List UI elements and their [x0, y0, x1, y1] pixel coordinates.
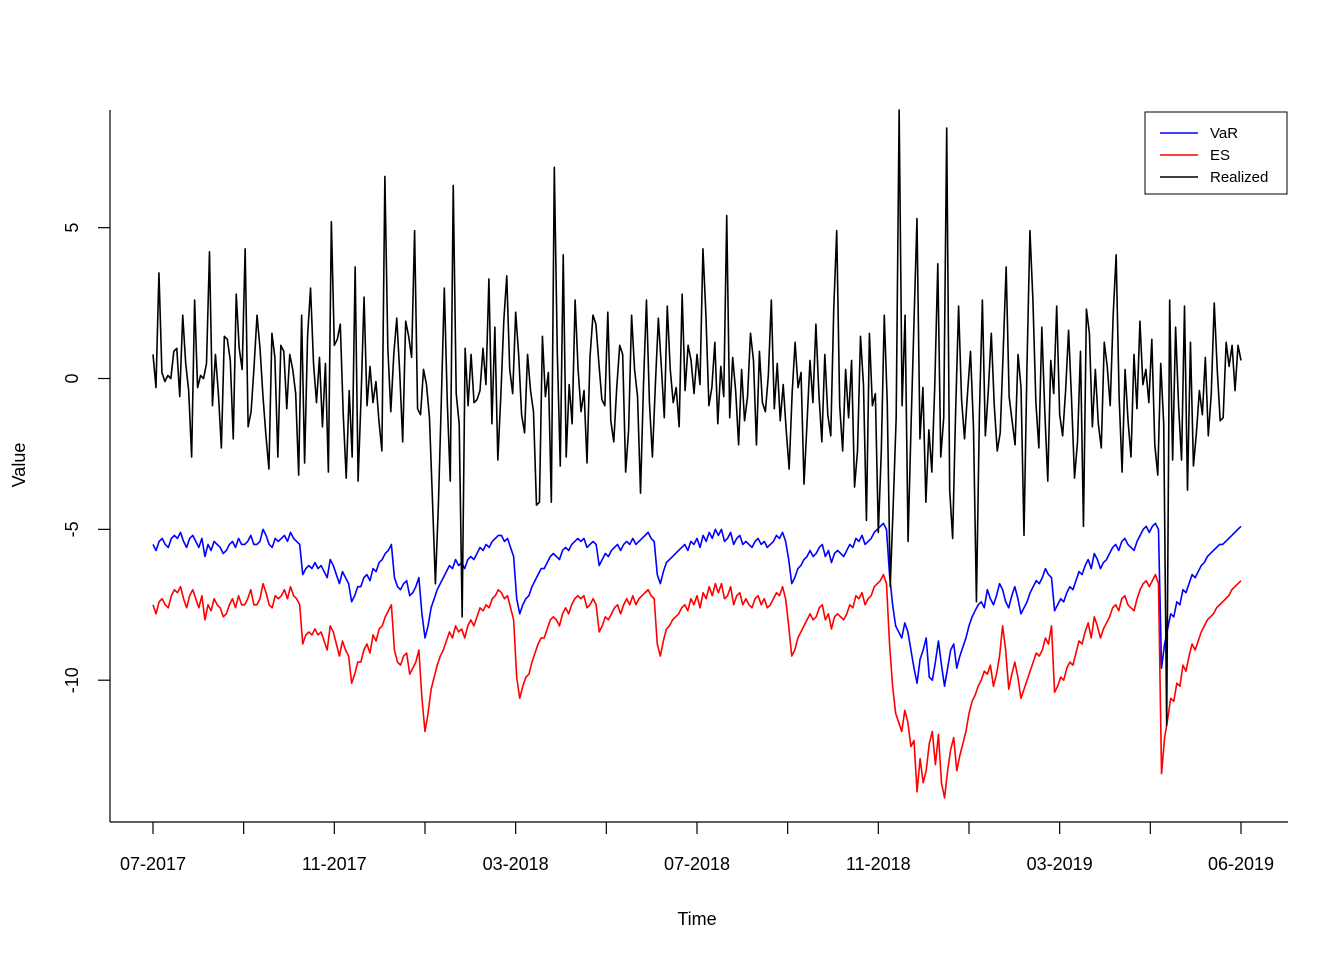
- series-line-es: [152, 573, 1242, 799]
- y-axis-label: Value: [9, 443, 29, 488]
- axes: 07-2017 11-2017 03-2018 07-2018 11-2018 03-20…: [62, 110, 1288, 874]
- x-tick-label: 11-2018: [846, 854, 911, 874]
- y-tick-label: 5: [62, 223, 82, 233]
- x-tick-label: 03-2019: [1027, 854, 1093, 874]
- x-tick-label: 03-2018: [483, 854, 549, 874]
- x-tick-label: 07-2017: [120, 854, 186, 874]
- legend: VaR ES Realized: [1144, 111, 1288, 195]
- series-line-var: [152, 522, 1242, 688]
- x-tick-label: 07-2018: [664, 854, 730, 874]
- x-axis-ticks: 07-2017 11-2017 03-2018 07-2018 11-2018 03-20…: [120, 822, 1274, 874]
- y-tick-label: -5: [62, 521, 82, 537]
- y-tick-label: -10: [62, 667, 82, 693]
- x-tick-label: 11-2017: [302, 854, 367, 874]
- y-axis-ticks: -10 -5 0 5: [62, 223, 110, 693]
- y-tick-label: 0: [62, 374, 82, 384]
- legend-box: [1144, 111, 1288, 195]
- plot-lines: [152, 109, 1242, 799]
- x-axis-label: Time: [677, 909, 716, 929]
- x-tick-label: 06-2019: [1208, 854, 1274, 874]
- legend-label-var: VaR: [1210, 125, 1238, 142]
- legend-label-es: ES: [1210, 147, 1230, 164]
- series-line-realized: [152, 109, 1242, 727]
- legend-label-realized: Realized: [1210, 169, 1268, 186]
